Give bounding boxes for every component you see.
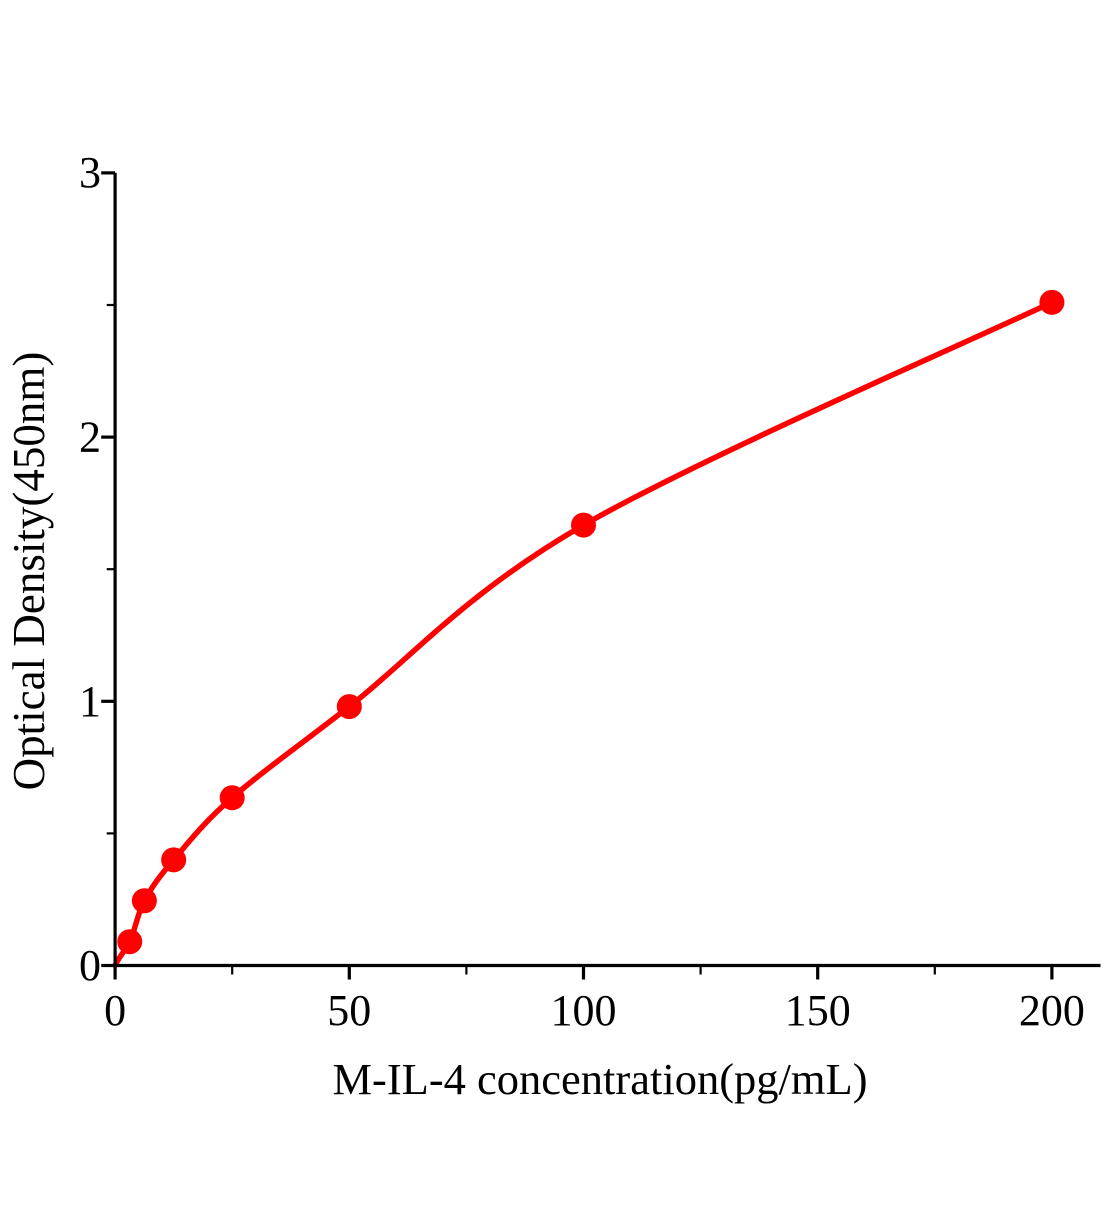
svg-text:1: 1: [79, 677, 101, 726]
svg-text:M-IL-4 concentration(pg/mL): M-IL-4 concentration(pg/mL): [332, 1054, 867, 1104]
svg-text:Optical Density(450nm): Optical Density(450nm): [4, 352, 54, 791]
svg-text:2: 2: [79, 413, 101, 462]
svg-text:100: 100: [551, 986, 617, 1035]
svg-text:0: 0: [79, 941, 101, 990]
svg-text:50: 50: [327, 986, 371, 1035]
svg-text:200: 200: [1019, 986, 1085, 1035]
svg-text:150: 150: [785, 986, 851, 1035]
svg-text:0: 0: [104, 986, 126, 1035]
svg-text:3: 3: [79, 148, 101, 197]
